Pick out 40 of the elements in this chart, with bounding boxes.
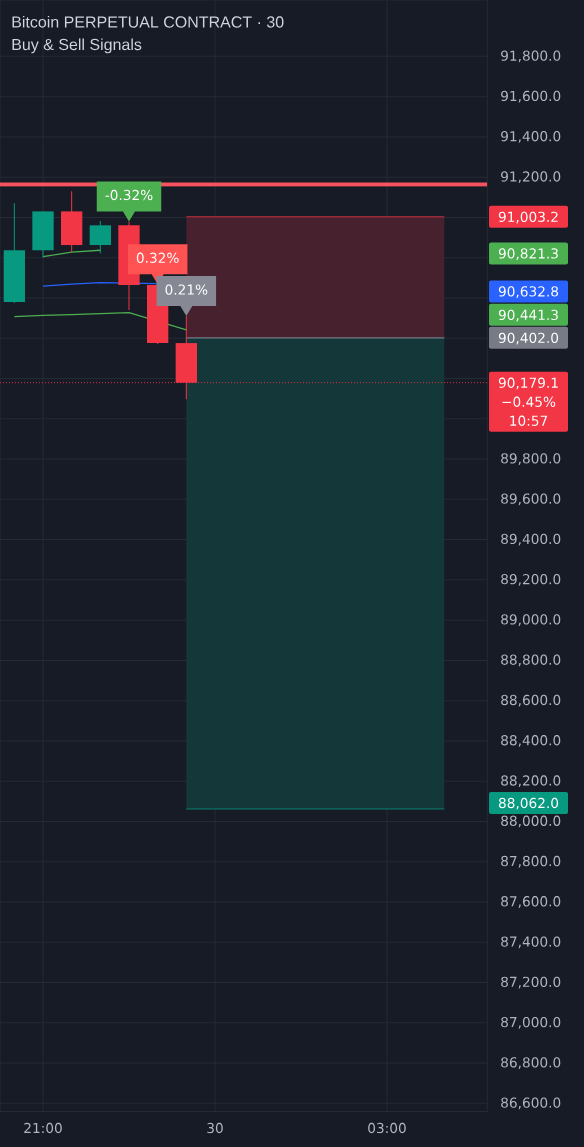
y-tick-label: 87,800.0	[501, 855, 561, 868]
y-tick-label: 89,400.0	[501, 533, 561, 546]
candlestick	[89, 220, 111, 254]
x-tick-label: 03:00	[368, 1122, 406, 1134]
y-tick-label: 89,600.0	[501, 493, 561, 506]
y-tick-label: 91,400.0	[501, 131, 561, 143]
y-tick-label: 88,000.0	[501, 815, 561, 828]
y-tick-label: 87,200.0	[501, 976, 561, 989]
y-tick-label: 87,000.0	[501, 1016, 561, 1029]
text: 91,003.2	[498, 211, 558, 224]
y-tick-label: 87,600.0	[501, 896, 561, 908]
y-tick-label: 89,800.0	[501, 453, 561, 465]
y-tick-label: 91,200.0	[501, 171, 561, 184]
y-tick-label: 87,400.0	[501, 936, 561, 949]
text: 90,632.8	[498, 286, 559, 298]
annotation: 0.21%	[165, 284, 208, 295]
y-tick-label: 91,600.0	[501, 90, 561, 103]
text: −0.45%	[502, 396, 556, 407]
text: 90,402.0	[498, 332, 559, 345]
y-tick-label: 89,200.0	[501, 573, 561, 586]
ref-line-label: 90,179.1	[498, 377, 558, 390]
text: 10:57	[510, 415, 548, 426]
x-tick-label: 21:00	[24, 1122, 62, 1134]
text: 90,441.3	[498, 309, 558, 322]
y-tick-label: 88,400.0	[501, 735, 561, 747]
annotation: 0.32%	[136, 252, 179, 263]
y-tick-label: 88,200.0	[501, 775, 561, 788]
y-tick-label: 88,600.0	[501, 694, 561, 707]
y-tick-label: 88,800.0	[501, 654, 561, 667]
line-series	[13, 312, 187, 331]
text: 90,821.3	[498, 248, 558, 261]
y-tick-label: 86,600.0	[501, 1097, 561, 1110]
y-tick-label: 91,800.0	[501, 50, 561, 63]
x-tick-label: 30	[207, 1122, 223, 1134]
y-tick-label: 89,000.0	[501, 614, 561, 627]
y-tick-label: 86,800.0	[501, 1057, 561, 1069]
text: Bitcoin PERPETUAL CONTRACT · 30	[12, 15, 284, 28]
annotation: -0.32%	[105, 189, 153, 201]
text: Buy & Sell Signals	[12, 38, 142, 54]
text: 88,062.0	[498, 797, 559, 810]
